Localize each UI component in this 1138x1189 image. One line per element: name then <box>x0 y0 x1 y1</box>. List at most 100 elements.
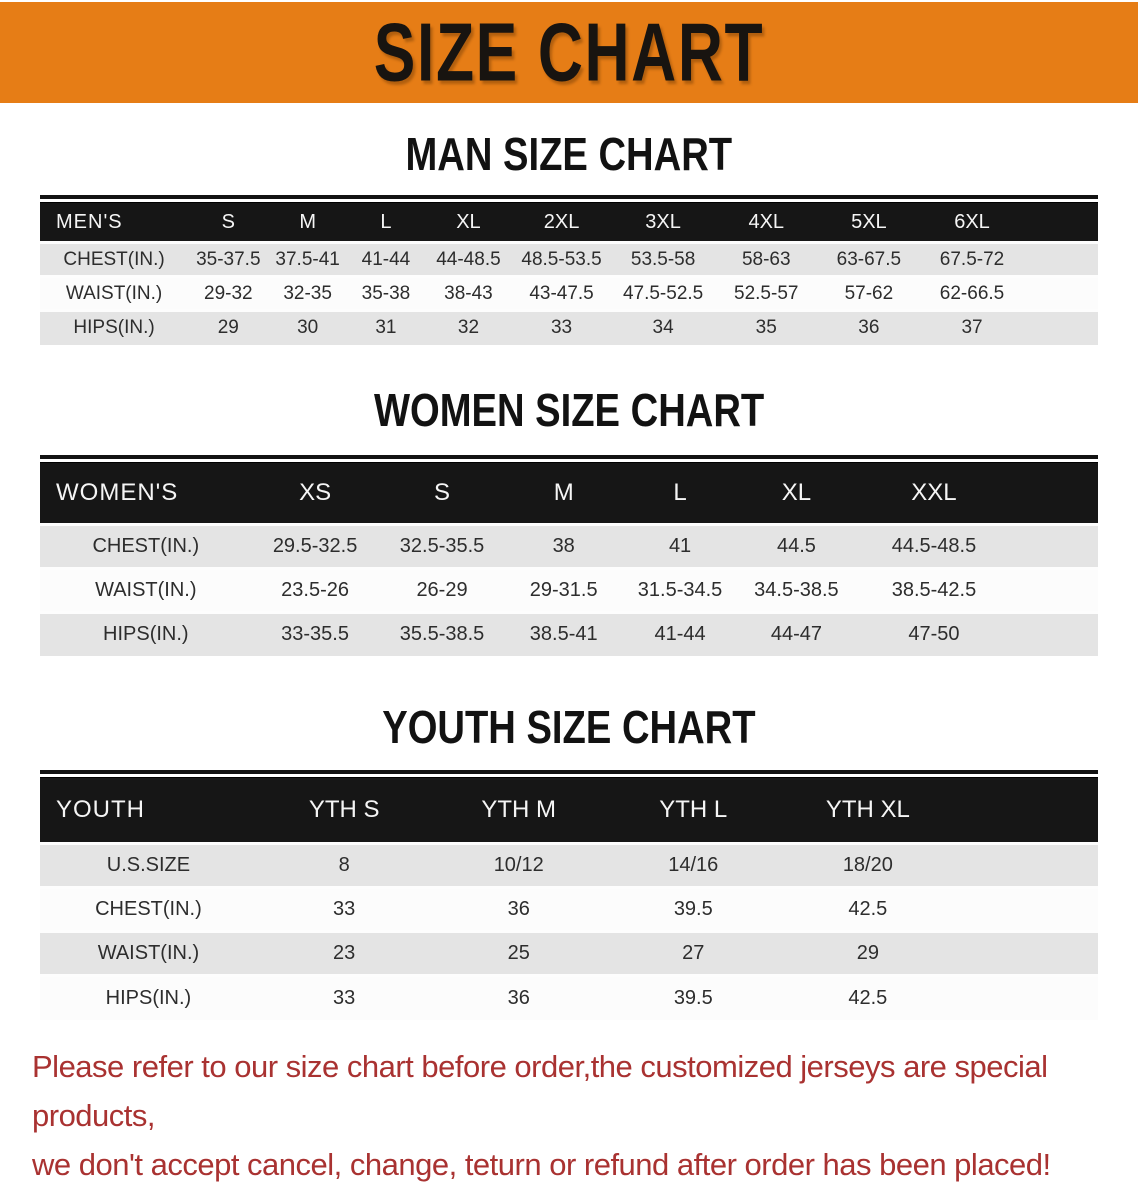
value-cell: 38 <box>505 522 622 568</box>
value-cell: 29-32 <box>188 275 269 311</box>
spacer-cell <box>1023 202 1098 244</box>
spacer-cell <box>955 886 1098 932</box>
women-size-table: WOMEN'S XS S M L XL XXL CHEST(IN.) 29.5-32.5 32.5… <box>40 461 1098 656</box>
size-header-cell: XS <box>251 461 379 525</box>
value-cell: 44-48.5 <box>425 241 512 277</box>
value-cell: 41-44 <box>346 241 426 277</box>
value-cell: 32 <box>425 309 512 345</box>
value-cell: 35-37.5 <box>188 241 269 277</box>
row-label-cell: HIPS(IN.) <box>40 610 252 656</box>
value-cell: 36 <box>817 309 921 345</box>
size-header-cell: XL <box>425 202 512 244</box>
order-notice: Please refer to our size chart before or… <box>32 1042 1114 1189</box>
value-cell: 30 <box>268 309 347 345</box>
value-cell: 52.5-57 <box>714 275 818 311</box>
value-cell: 42.5 <box>780 974 956 1020</box>
spacer-cell <box>1013 610 1098 656</box>
size-header-cell: YTH M <box>431 777 606 845</box>
size-header-cell: YTH L <box>606 777 781 845</box>
measurement-row: WAIST(IN.) 23 25 27 29 <box>40 930 1098 976</box>
value-cell: 29-31.5 <box>505 566 622 612</box>
spacer-cell <box>1023 309 1098 345</box>
value-cell: 8 <box>256 842 432 888</box>
size-header-cell: L <box>621 461 739 525</box>
value-cell: 31.5-34.5 <box>621 566 739 612</box>
value-cell: 34 <box>611 309 715 345</box>
value-cell: 67.5-72 <box>920 241 1024 277</box>
women-section-heading-text: WOMEN SIZE CHART <box>373 383 765 436</box>
value-cell: 37.5-41 <box>268 241 347 277</box>
value-cell: 14/16 <box>606 842 781 888</box>
value-cell: 39.5 <box>606 886 781 932</box>
size-header-cell: 5XL <box>817 202 921 244</box>
value-cell: 62-66.5 <box>920 275 1024 311</box>
youth-size-table-wrap: YOUTH YTH S YTH M YTH L YTH XL U.S.SIZE 8 10/12… <box>40 770 1098 1020</box>
value-cell: 23 <box>256 930 432 976</box>
measurement-row: CHEST(IN.) 33 36 39.5 42.5 <box>40 886 1098 932</box>
men-section-heading: MAN SIZE CHART <box>0 129 1138 179</box>
value-cell: 37 <box>920 309 1024 345</box>
size-header-cell: S <box>378 461 506 525</box>
size-header-cell: L <box>346 202 426 244</box>
value-cell: 44-47 <box>738 610 855 656</box>
value-cell: 63-67.5 <box>817 241 921 277</box>
measurement-row: WAIST(IN.) 29-32 32-35 35-38 38-43 43-47.5 47.… <box>40 275 1098 311</box>
measurement-row: WAIST(IN.) 23.5-26 26-29 29-31.5 31.5-34.5 34… <box>40 566 1098 612</box>
banner-title: SIZE CHART <box>373 5 765 99</box>
table-top-rule <box>40 770 1098 774</box>
spacer-cell <box>1023 241 1098 277</box>
table-top-rule <box>40 195 1098 199</box>
spacer-cell <box>955 974 1098 1020</box>
value-cell: 33 <box>256 974 432 1020</box>
order-notice-line-2: we don't accept cancel, change, teturn o… <box>32 1146 1051 1182</box>
youth-table-title-cell: YOUTH <box>40 777 257 845</box>
size-header-cell: YTH XL <box>780 777 956 845</box>
spacer-cell <box>1013 522 1098 568</box>
order-notice-line-1: Please refer to our size chart before or… <box>32 1048 1048 1133</box>
measurement-row: HIPS(IN.) 33-35.5 35.5-38.5 38.5-41 41-44 44-… <box>40 610 1098 656</box>
size-header-cell: M <box>505 461 622 525</box>
value-cell: 35-38 <box>346 275 426 311</box>
women-size-table-wrap: WOMEN'S XS S M L XL XXL CHEST(IN.) 29.5-32.5 32.5… <box>40 454 1098 656</box>
value-cell: 53.5-58 <box>611 241 715 277</box>
youth-section-heading-text: YOUTH SIZE CHART <box>382 701 756 753</box>
value-cell: 44.5-48.5 <box>854 522 1014 568</box>
value-cell: 33 <box>511 309 612 345</box>
value-cell: 36 <box>431 974 606 1020</box>
men-size-table-wrap: MEN'S S M L XL 2XL 3XL 4XL 5XL 6XL CHEST(IN.) 35-37… <box>40 195 1098 345</box>
value-cell: 41-44 <box>621 610 739 656</box>
size-header-cell: 6XL <box>920 202 1024 244</box>
value-cell: 38.5-42.5 <box>854 566 1014 612</box>
measurement-row: CHEST(IN.) 29.5-32.5 32.5-35.5 38 41 44.5 44.5… <box>40 522 1098 568</box>
value-cell: 41 <box>621 522 739 568</box>
youth-size-table: YOUTH YTH S YTH M YTH L YTH XL U.S.SIZE 8 10/12… <box>40 777 1098 1020</box>
size-header-cell: 3XL <box>611 202 715 244</box>
value-cell: 23.5-26 <box>251 566 379 612</box>
measurement-row: U.S.SIZE 8 10/12 14/16 18/20 <box>40 842 1098 888</box>
value-cell: 43-47.5 <box>511 275 612 311</box>
size-header-cell: M <box>268 202 347 244</box>
value-cell: 38.5-41 <box>505 610 622 656</box>
value-cell: 29 <box>780 930 956 976</box>
size-header-cell: 2XL <box>511 202 612 244</box>
value-cell: 31 <box>346 309 426 345</box>
row-label-cell: WAIST(IN.) <box>40 275 189 311</box>
value-cell: 39.5 <box>606 974 781 1020</box>
table-header-row: MEN'S S M L XL 2XL 3XL 4XL 5XL 6XL <box>40 202 1098 244</box>
value-cell: 38-43 <box>425 275 512 311</box>
men-table-title-cell: MEN'S <box>40 202 189 244</box>
row-label-cell: HIPS(IN.) <box>40 974 257 1020</box>
value-cell: 47-50 <box>854 610 1014 656</box>
value-cell: 26-29 <box>378 566 506 612</box>
women-table-title-cell: WOMEN'S <box>40 461 252 525</box>
value-cell: 35.5-38.5 <box>378 610 506 656</box>
spacer-cell <box>955 842 1098 888</box>
value-cell: 33-35.5 <box>251 610 379 656</box>
spacer-cell <box>1013 566 1098 612</box>
value-cell: 10/12 <box>431 842 606 888</box>
value-cell: 47.5-52.5 <box>611 275 715 311</box>
row-label-cell: HIPS(IN.) <box>40 309 189 345</box>
value-cell: 44.5 <box>738 522 855 568</box>
banner: SIZE CHART <box>0 2 1138 103</box>
